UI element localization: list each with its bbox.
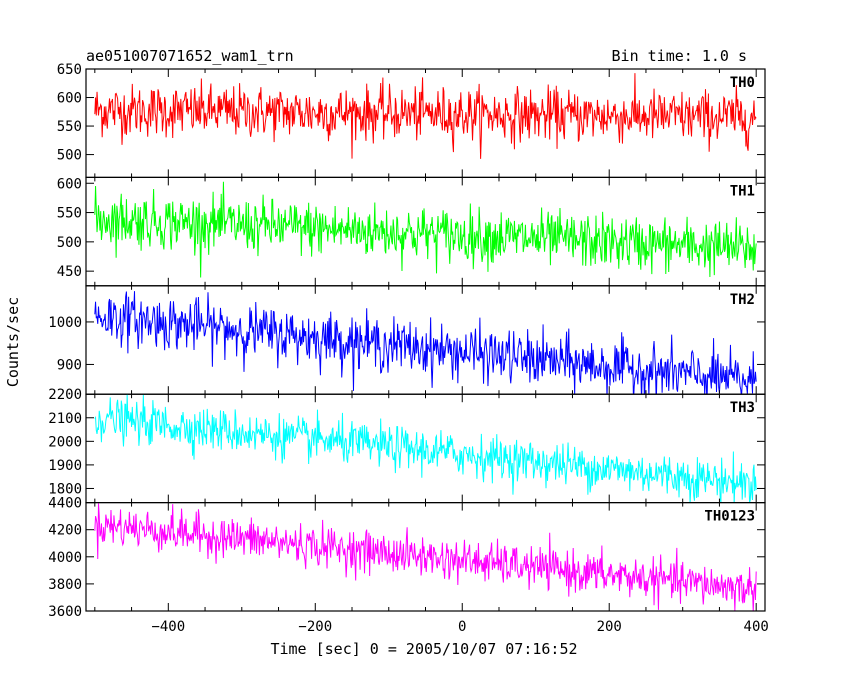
panel-th3: 1800 1900 2000 2100 2200 TH3 <box>48 387 766 504</box>
panel-label: TH3 <box>730 400 755 416</box>
x-tick-label: −200 <box>298 619 332 635</box>
y-tick-label: 450 <box>57 264 82 280</box>
series-th3 <box>94 394 757 503</box>
x-tick-label: 200 <box>597 619 622 635</box>
panel-label: TH1 <box>730 183 755 199</box>
y-tick-label: 2000 <box>48 434 82 450</box>
y-tick-label: 4400 <box>48 496 82 512</box>
y-tick-label: 550 <box>57 206 82 222</box>
y-tick-label: 500 <box>57 235 82 251</box>
y-tick-label: 900 <box>57 357 82 373</box>
series-th2 <box>94 291 757 395</box>
y-tick-label: 2200 <box>48 387 82 403</box>
y-tick-label: 550 <box>57 119 82 135</box>
y-tick-label: 650 <box>57 62 82 78</box>
series-th0 <box>94 73 757 159</box>
panel-th0: 500 550 600 650 TH0 <box>57 62 766 179</box>
y-tick-label: 1000 <box>48 315 82 331</box>
y-tick-label: 600 <box>57 91 82 107</box>
panel-th1: 450 500 550 600 TH1 <box>57 176 766 287</box>
y-tick-label: 4200 <box>48 523 82 539</box>
y-axis-title: Counts/sec <box>4 297 22 387</box>
bin-time-label: Bin time: 1.0 s <box>612 47 747 65</box>
y-tick-label: 1900 <box>48 458 82 474</box>
y-tick-label: 3600 <box>48 604 82 620</box>
x-axis-title: Time [sec] 0 = 2005/10/07 07:16:52 <box>270 640 577 658</box>
series-th0123 <box>94 503 757 612</box>
x-tick-label: 0 <box>458 619 466 635</box>
plot-title: ae051007071652_wam1_trn <box>86 47 294 65</box>
panel-frame <box>85 285 766 395</box>
x-tick-label: 400 <box>744 619 769 635</box>
y-tick-label: 1800 <box>48 481 82 497</box>
panel-frame <box>85 502 766 612</box>
panel-label: TH2 <box>730 292 755 308</box>
panel-label: TH0123 <box>704 509 755 525</box>
y-tick-label: 4000 <box>48 550 82 566</box>
series-th1 <box>94 181 757 278</box>
panel-th2: 900 1000 TH2 <box>48 285 766 395</box>
y-tick-label: 500 <box>57 148 82 164</box>
panel-th0123: 3600 3800 4000 4200 4400 TH0123 −400 −200 0 200 40… <box>48 496 769 635</box>
y-tick-label: 2100 <box>48 411 82 427</box>
panel-label: TH0 <box>730 75 755 91</box>
x-tick-label: −400 <box>151 619 185 635</box>
panels-group: 500 550 600 650 TH0 450 500 550 600 TH1 900 1000 TH2… <box>48 62 769 635</box>
y-tick-label: 3800 <box>48 577 82 593</box>
y-tick-label: 600 <box>57 176 82 192</box>
